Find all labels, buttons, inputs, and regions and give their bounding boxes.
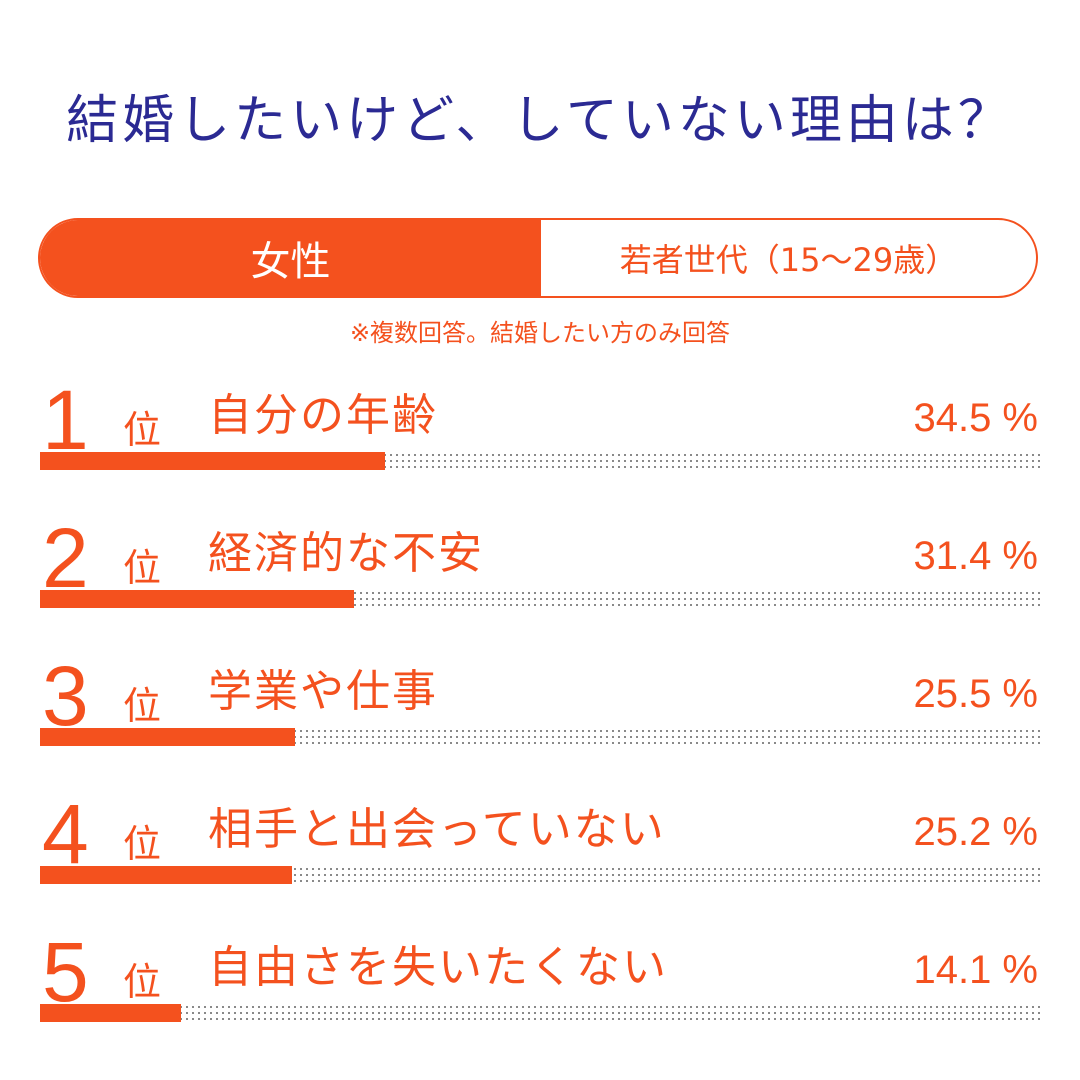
chart-title: 結婚したいけど、していない理由は？: [66, 91, 1014, 151]
value-label: 25.5 %: [913, 672, 1038, 716]
rank-number: 3: [42, 649, 89, 743]
age-group-label: 若者世代（15～29歳）: [619, 241, 958, 279]
rank-number: 5: [42, 925, 89, 1019]
category-label: 相手と出会っていない: [208, 804, 666, 855]
gender-label: 女性: [40, 220, 541, 296]
bar: [40, 452, 385, 470]
rank-number: 1: [42, 373, 89, 467]
bar: [40, 590, 354, 608]
value-label: 31.4 %: [913, 534, 1038, 578]
rank-suffix: 位: [123, 408, 162, 452]
survey-note: ※複数回答。結婚したい方のみ回答: [349, 319, 731, 347]
rank-row: 3 位 学業や仕事 25.5 %: [40, 649, 1040, 768]
value-label: 34.5 %: [913, 396, 1038, 440]
bar-track: [40, 1004, 1040, 1022]
rank-row: 5 位 自由さを失いたくない 14.1 %: [40, 925, 1040, 1044]
bar: [40, 728, 295, 746]
rank-suffix: 位: [123, 684, 162, 728]
category-label: 学業や仕事: [208, 666, 438, 717]
rank-row: 2 位 経済的な不安 31.4 %: [40, 511, 1040, 630]
bar: [40, 866, 292, 884]
rank-suffix: 位: [123, 960, 162, 1004]
category-label: 経済的な不安: [208, 528, 484, 579]
rank-suffix: 位: [123, 822, 162, 866]
value-label: 25.2 %: [913, 810, 1038, 854]
rank-number: 4: [42, 787, 89, 881]
filter-pill: 女性 若者世代（15～29歳）: [38, 218, 1038, 298]
category-label: 自分の年齢: [208, 390, 438, 441]
rank-suffix: 位: [123, 546, 162, 590]
rank-row: 1 位 自分の年齢 34.5 %: [40, 373, 1040, 492]
bar: [40, 1004, 181, 1022]
rank-row: 4 位 相手と出会っていない 25.2 %: [40, 787, 1040, 906]
rank-number: 2: [42, 511, 89, 605]
value-label: 14.1 %: [913, 948, 1038, 992]
category-label: 自由さを失いたくない: [208, 942, 668, 993]
